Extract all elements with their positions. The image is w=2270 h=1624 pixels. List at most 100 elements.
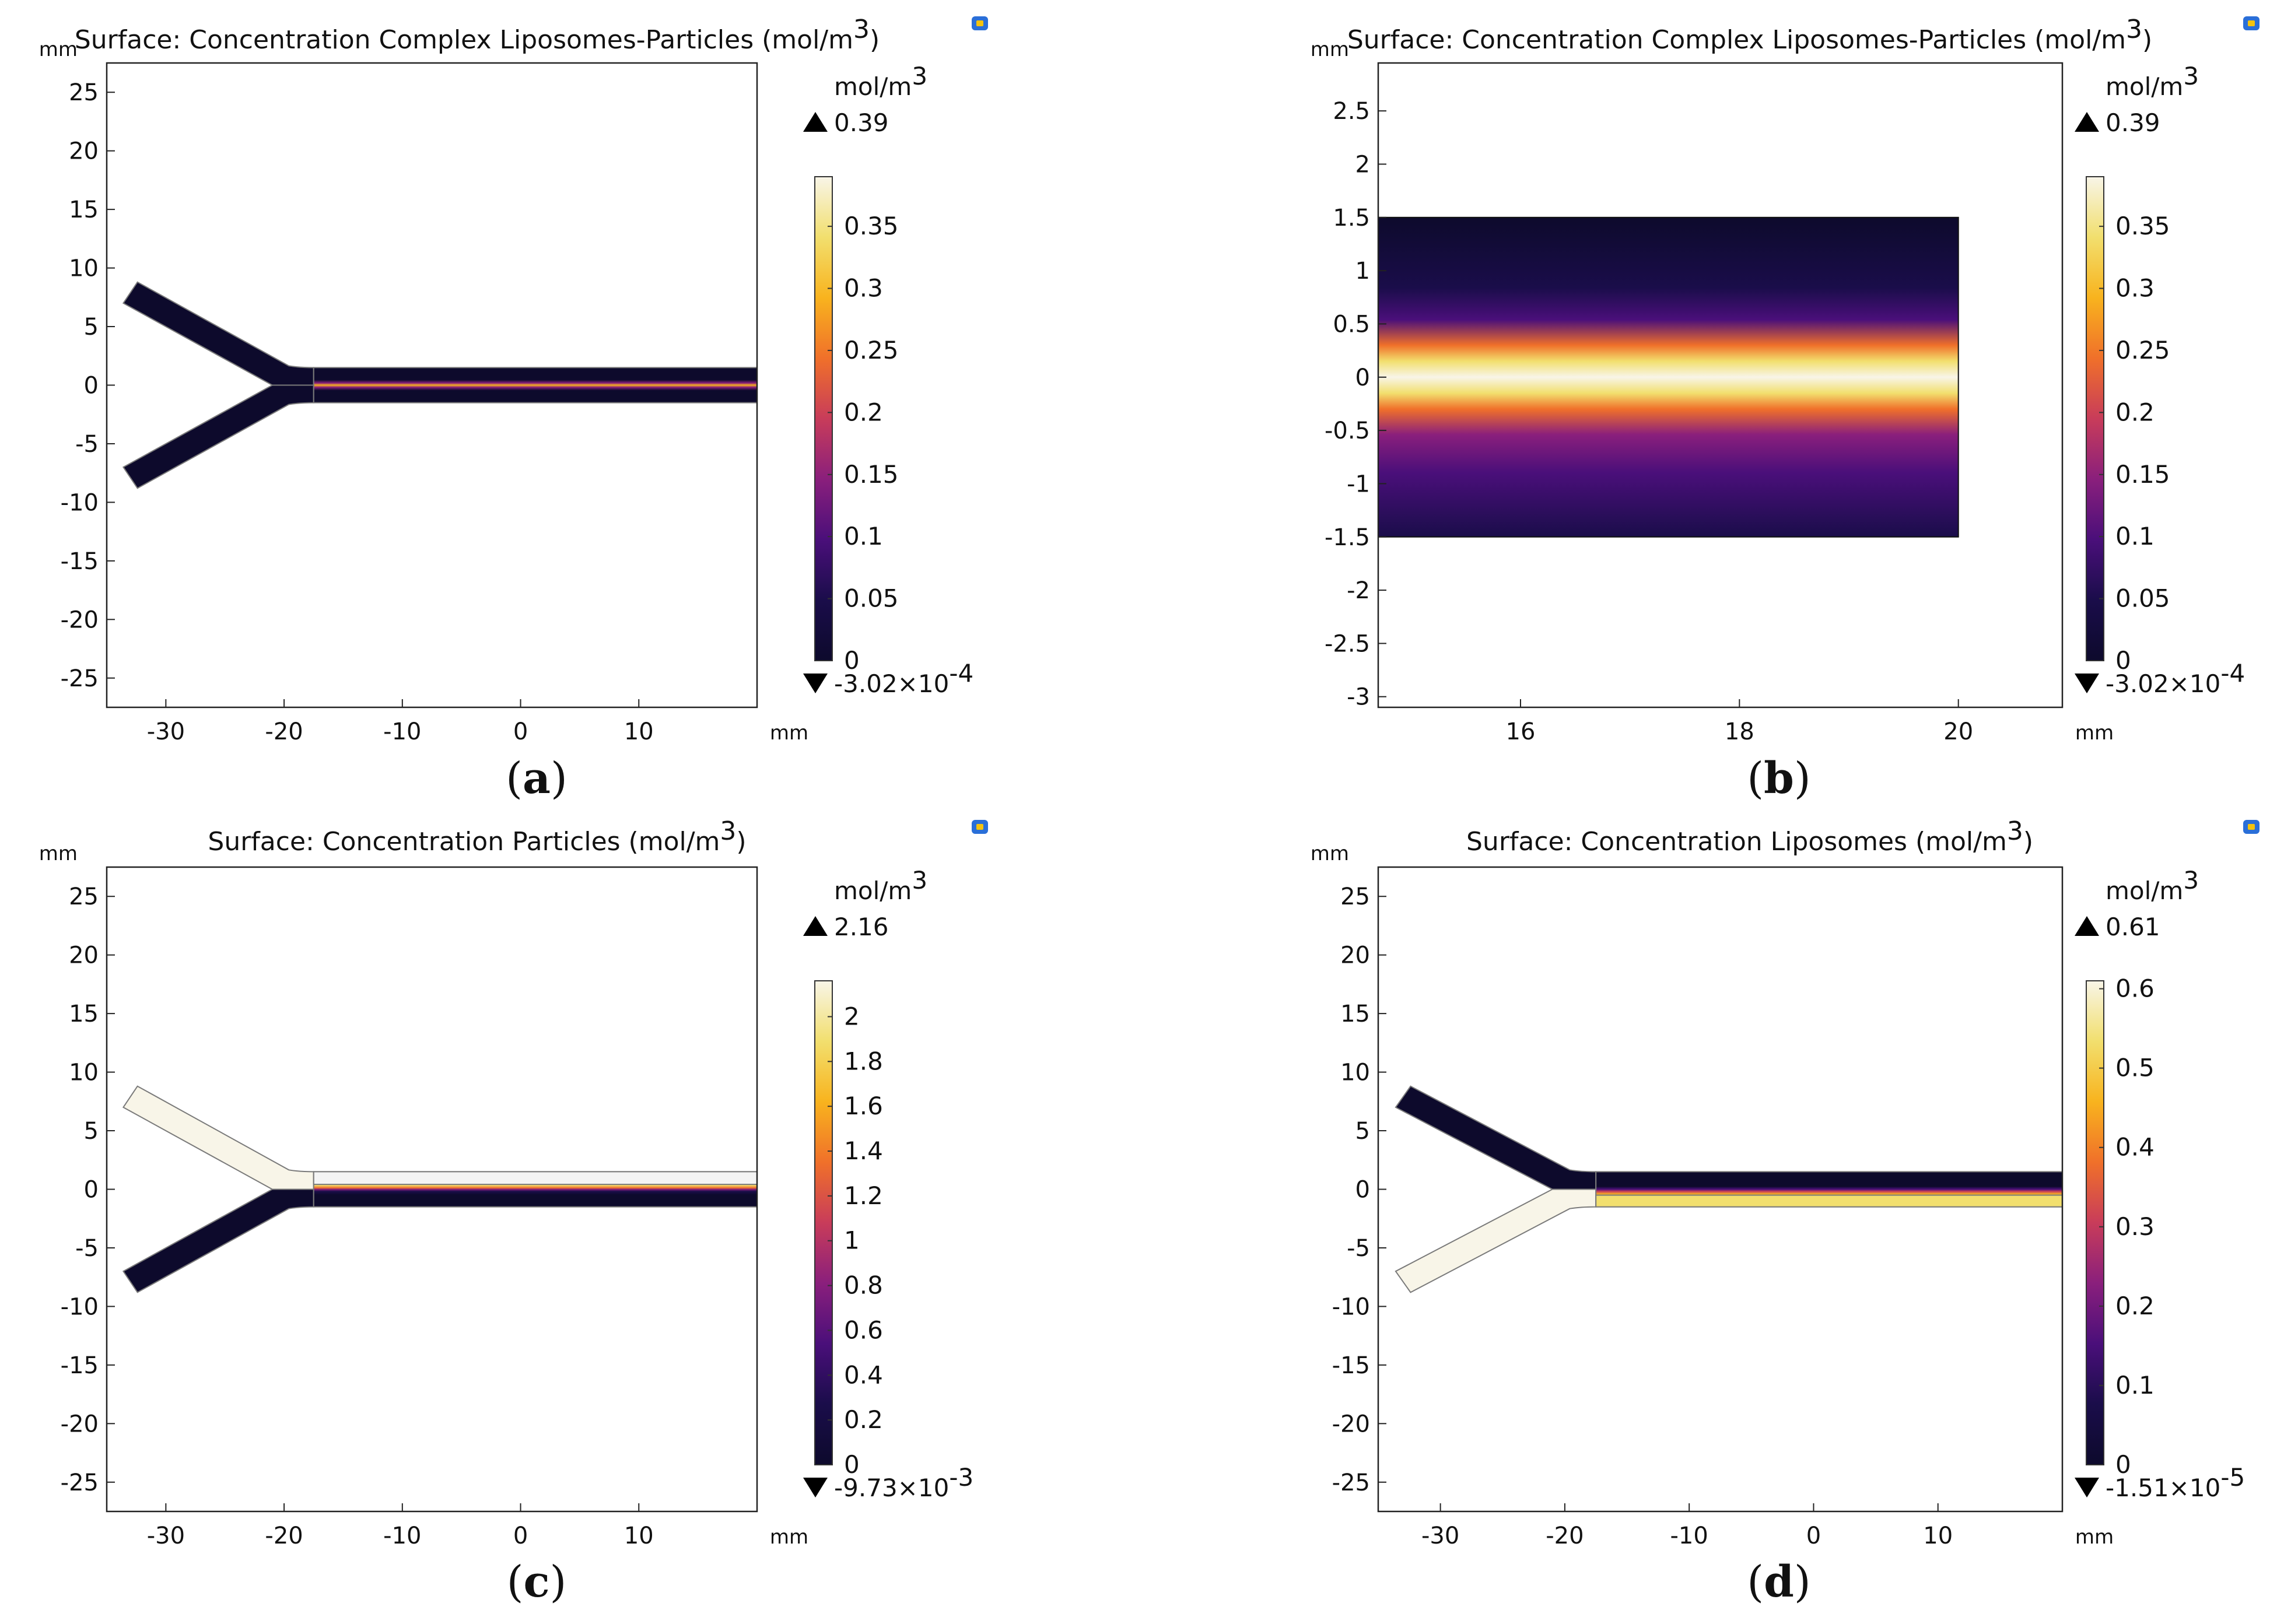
outlet-lower-region xyxy=(1595,1194,2062,1208)
min-marker-icon xyxy=(2075,674,2099,693)
panel-title: Surface: Concentration Complex Liposomes… xyxy=(1347,15,2152,55)
colorbar-tick-label: 0.6 xyxy=(2115,974,2155,1003)
x-tick-label: -20 xyxy=(1546,1523,1584,1549)
plot-frame xyxy=(1377,62,2064,708)
y-tick-label: -2.5 xyxy=(1325,630,1370,657)
x-tick-label: 0 xyxy=(513,718,528,745)
colorbar-tick-label: 0.1 xyxy=(844,522,883,550)
comsol-plot-icon[interactable] xyxy=(972,820,988,834)
x-tick-label: -20 xyxy=(265,1523,303,1549)
colorbar-tick-label: 0 xyxy=(2115,1450,2131,1479)
panel-title-sup: 3 xyxy=(2007,816,2023,846)
y-tick-label: 0 xyxy=(84,1177,99,1204)
colorbar-min-main: -3.02×10 xyxy=(834,669,949,698)
y-tick-label: -5 xyxy=(1347,1235,1370,1262)
y-tick-label: 15 xyxy=(69,197,99,223)
x-tick-label: -10 xyxy=(383,1523,421,1549)
icon-center xyxy=(976,20,983,26)
inlet-lower xyxy=(122,384,314,489)
colorbar-tick-label: 0.35 xyxy=(2115,212,2170,240)
colorbar-tick-label: 0 xyxy=(844,1450,860,1479)
colorbar: mol/m3 0.61 0.6 0.5 0.4 0.3 0.2 0.1 0-1.51×10-5 xyxy=(2075,866,2245,1502)
colorbar-min-main: -9.73×10 xyxy=(834,1474,949,1502)
y-tick-label: 0 xyxy=(84,373,99,399)
icon-center xyxy=(2248,824,2255,830)
colorbar: mol/m3 0.39 0.35 0.3 0.25 0.2 0.15 0.1 0.05 0-3.0… xyxy=(2075,62,2245,698)
caption-open: ( xyxy=(506,753,523,804)
y-tick-label: 10 xyxy=(69,255,99,282)
max-marker-icon xyxy=(2075,916,2099,936)
caption-close: ) xyxy=(1794,1557,1811,1607)
panel-title-main: Surface: Concentration Complex Liposomes… xyxy=(75,25,853,55)
comsol-plot-icon[interactable] xyxy=(2243,16,2260,30)
colorbar-tick-label: 2 xyxy=(844,1002,860,1030)
colorbar-unit: mol/m3 xyxy=(834,62,927,101)
colorbar-max: 2.16 xyxy=(834,913,889,941)
y-tick-label: -20 xyxy=(61,1411,99,1437)
field xyxy=(1378,216,1959,538)
y-unit-label: mm xyxy=(1311,38,1349,61)
panel-title-end: ) xyxy=(870,25,880,55)
colorbar-tick-label: 1.4 xyxy=(844,1137,883,1165)
panel-title-main: Surface: Concentration Complex Liposomes… xyxy=(1347,25,2126,55)
colorbar-unit-sup: 3 xyxy=(912,62,927,90)
y-tick-label: 2.5 xyxy=(1333,98,1370,125)
icon-center xyxy=(976,824,983,830)
y-tick-label: -5 xyxy=(75,1235,99,1262)
y-tick-label: 15 xyxy=(1340,1001,1370,1027)
x-tick-label: -20 xyxy=(265,718,303,745)
colorbar-unit-main: mol/m xyxy=(834,72,912,101)
y-tick-label: 5 xyxy=(84,1118,99,1145)
colorbar-tick-label: 0.3 xyxy=(2115,1212,2155,1241)
colorbar-min-sup: -4 xyxy=(2220,659,2245,688)
panel-caption: (c) xyxy=(507,1557,567,1607)
y-tick-label: 20 xyxy=(69,138,99,165)
y-tick-label: -0.5 xyxy=(1325,418,1370,444)
colorbar-gradient xyxy=(814,980,833,1465)
caption-open: ( xyxy=(1747,1557,1764,1607)
y-tick-label: 1 xyxy=(1355,258,1370,285)
colorbar-tick-label: 0.15 xyxy=(844,460,899,489)
comsol-plot-icon[interactable] xyxy=(972,16,988,30)
colorbar-gradient xyxy=(2086,980,2104,1465)
colorbar-tick-label: 0.4 xyxy=(844,1360,883,1389)
y-tick-label: -5 xyxy=(75,431,99,458)
colorbar-tick-label: 0 xyxy=(844,646,860,675)
colorbar-tick-label: 0.8 xyxy=(844,1271,883,1300)
panel-c: Surface: Concentration Particles (mol/m3… xyxy=(39,816,988,1607)
panel-title: Surface: Concentration Particles (mol/m3… xyxy=(208,816,746,857)
colorbar-unit: mol/m3 xyxy=(2106,866,2199,905)
field xyxy=(1395,1085,2062,1293)
y-tick-label: 25 xyxy=(69,79,99,106)
outlet-upper-region xyxy=(313,1171,757,1185)
y-tick-label: 0 xyxy=(1355,364,1370,391)
colorbar-tick-label: 1.8 xyxy=(844,1047,883,1075)
y-unit-label: mm xyxy=(39,38,78,61)
colorbar-min-main: -1.51×10 xyxy=(2106,1474,2220,1502)
icon-center xyxy=(2248,20,2255,26)
inlet-lower xyxy=(1395,1188,1597,1293)
panel-title-sup: 3 xyxy=(853,15,870,44)
colorbar-unit-sup: 3 xyxy=(2183,62,2199,90)
colorbar-min: -3.02×10-4 xyxy=(2106,659,2245,698)
y-tick-label: 5 xyxy=(1355,1118,1370,1145)
x-tick-label: 16 xyxy=(1506,718,1536,745)
colorbar-tick-label: 0.25 xyxy=(844,336,899,364)
x-unit-label: mm xyxy=(770,721,808,745)
caption-letter: b xyxy=(1764,753,1794,804)
max-marker-icon xyxy=(803,112,828,132)
colorbar-min-sup: -5 xyxy=(2220,1463,2245,1492)
x-tick-label: -30 xyxy=(147,718,185,745)
max-marker-icon xyxy=(2075,112,2099,132)
colorbar-tick-label: 0.05 xyxy=(2115,584,2170,613)
y-tick-label: -10 xyxy=(61,1293,99,1320)
y-tick-label: 0.5 xyxy=(1333,311,1370,338)
panel-title-end: ) xyxy=(736,827,746,857)
y-tick-label: -20 xyxy=(1332,1411,1370,1437)
colorbar-tick-label: 0.35 xyxy=(844,212,899,240)
y-tick-label: 10 xyxy=(69,1060,99,1086)
colorbar-tick-label: 0.3 xyxy=(2115,274,2155,303)
comsol-plot-icon[interactable] xyxy=(2243,820,2260,834)
panel-title-end: ) xyxy=(2142,25,2152,55)
max-marker-icon xyxy=(803,916,828,936)
